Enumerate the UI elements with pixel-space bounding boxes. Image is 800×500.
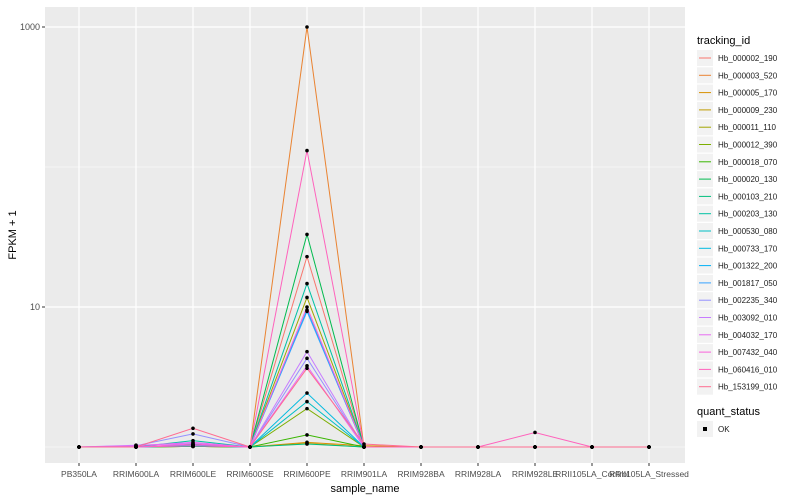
data-point [305,349,309,354]
data-point [305,399,309,404]
legend-label: Hb_003092_010 [718,314,778,323]
legend-label: Hb_002235_340 [718,296,778,305]
x-tick-label: RRIM600LA [113,469,160,479]
y-axis-title: FPKM + 1 [7,210,19,259]
legend-label: Hb_000009_230 [718,106,778,115]
data-point [305,232,309,237]
data-point [191,426,195,431]
data-point [77,445,81,449]
data-point [305,406,309,411]
x-tick-label: RRIM928BA [397,469,445,479]
data-points [77,25,651,449]
legend-label: Hb_060416_010 [718,365,778,374]
data-point [305,305,309,309]
legend-label: Hb_000530_080 [718,227,778,236]
legend-label: Hb_000003_520 [718,71,778,80]
legend-label: Hb_000203_130 [718,210,778,219]
legend-label: Hb_000733_170 [718,244,778,253]
data-point [191,443,195,448]
grid [45,7,685,463]
data-point [305,25,309,29]
data-point [476,445,480,449]
data-point [305,391,309,395]
x-axis: PB350LA RRIM600LA RRIM600LE RRIM600SE RRIM60… [61,463,689,479]
legend: Hb_000002_190 Hb_000003_520 Hb_000005_170 H… [697,50,778,395]
x-tick-label: RRII105LA_Control [555,469,629,479]
x-tick-label: RRIM928LE [512,469,559,479]
data-point [590,445,594,449]
y-axis: 10 1000 [20,22,45,312]
x-tick-label: RRIM928LA [455,469,502,479]
data-point [533,430,537,435]
data-point [305,442,309,446]
legend-label: Hb_000103_210 [718,192,778,201]
y-tick-label: 10 [30,302,40,312]
data-point [305,433,309,437]
data-point [305,281,309,286]
legend-title: tracking_id [697,35,750,47]
point-legend-title: quant_status [697,406,760,418]
x-tick-label: RRIM600PE [283,469,331,479]
data-point [305,148,309,153]
legend-label: Hb_000020_130 [718,175,778,184]
legend-label: Hb_001322_200 [718,262,778,271]
data-point [362,445,366,449]
legend-label: Hb_000002_190 [718,54,778,63]
legend-label: Hb_153199_010 [718,383,778,392]
point-legend-dot [703,427,707,431]
plot-panel [45,7,685,463]
legend-label: Hb_000018_070 [718,158,778,167]
legend-label: Hb_000011_110 [718,123,777,132]
legend-label: Hb_007432_040 [718,348,778,357]
data-point [305,295,309,300]
legend-label: Hb_001817_050 [718,279,778,288]
x-tick-label: RRIM600LE [170,469,217,479]
data-point [134,445,138,449]
data-point [533,445,537,449]
x-tick-label: RRIM600SE [226,469,274,479]
data-point [191,432,195,436]
data-point [248,445,252,449]
x-tick-label: RRIM901LA [341,469,388,479]
x-tick-label: RRII105LA_Stressed [609,469,689,479]
legend-label: Hb_004032_170 [718,331,778,340]
legend-label: Hb_000005_170 [718,89,778,98]
point-legend-label: OK [718,425,730,434]
data-point [419,445,423,449]
x-tick-label: PB350LA [61,469,97,479]
data-point [305,366,309,371]
y-tick-label: 1000 [20,22,40,32]
data-point [305,254,309,259]
data-point [305,309,309,314]
data-point [305,356,309,361]
data-point [647,445,651,449]
data-point [362,442,366,446]
legend-label: Hb_000012_390 [718,141,778,150]
x-axis-title: sample_name [330,483,399,495]
